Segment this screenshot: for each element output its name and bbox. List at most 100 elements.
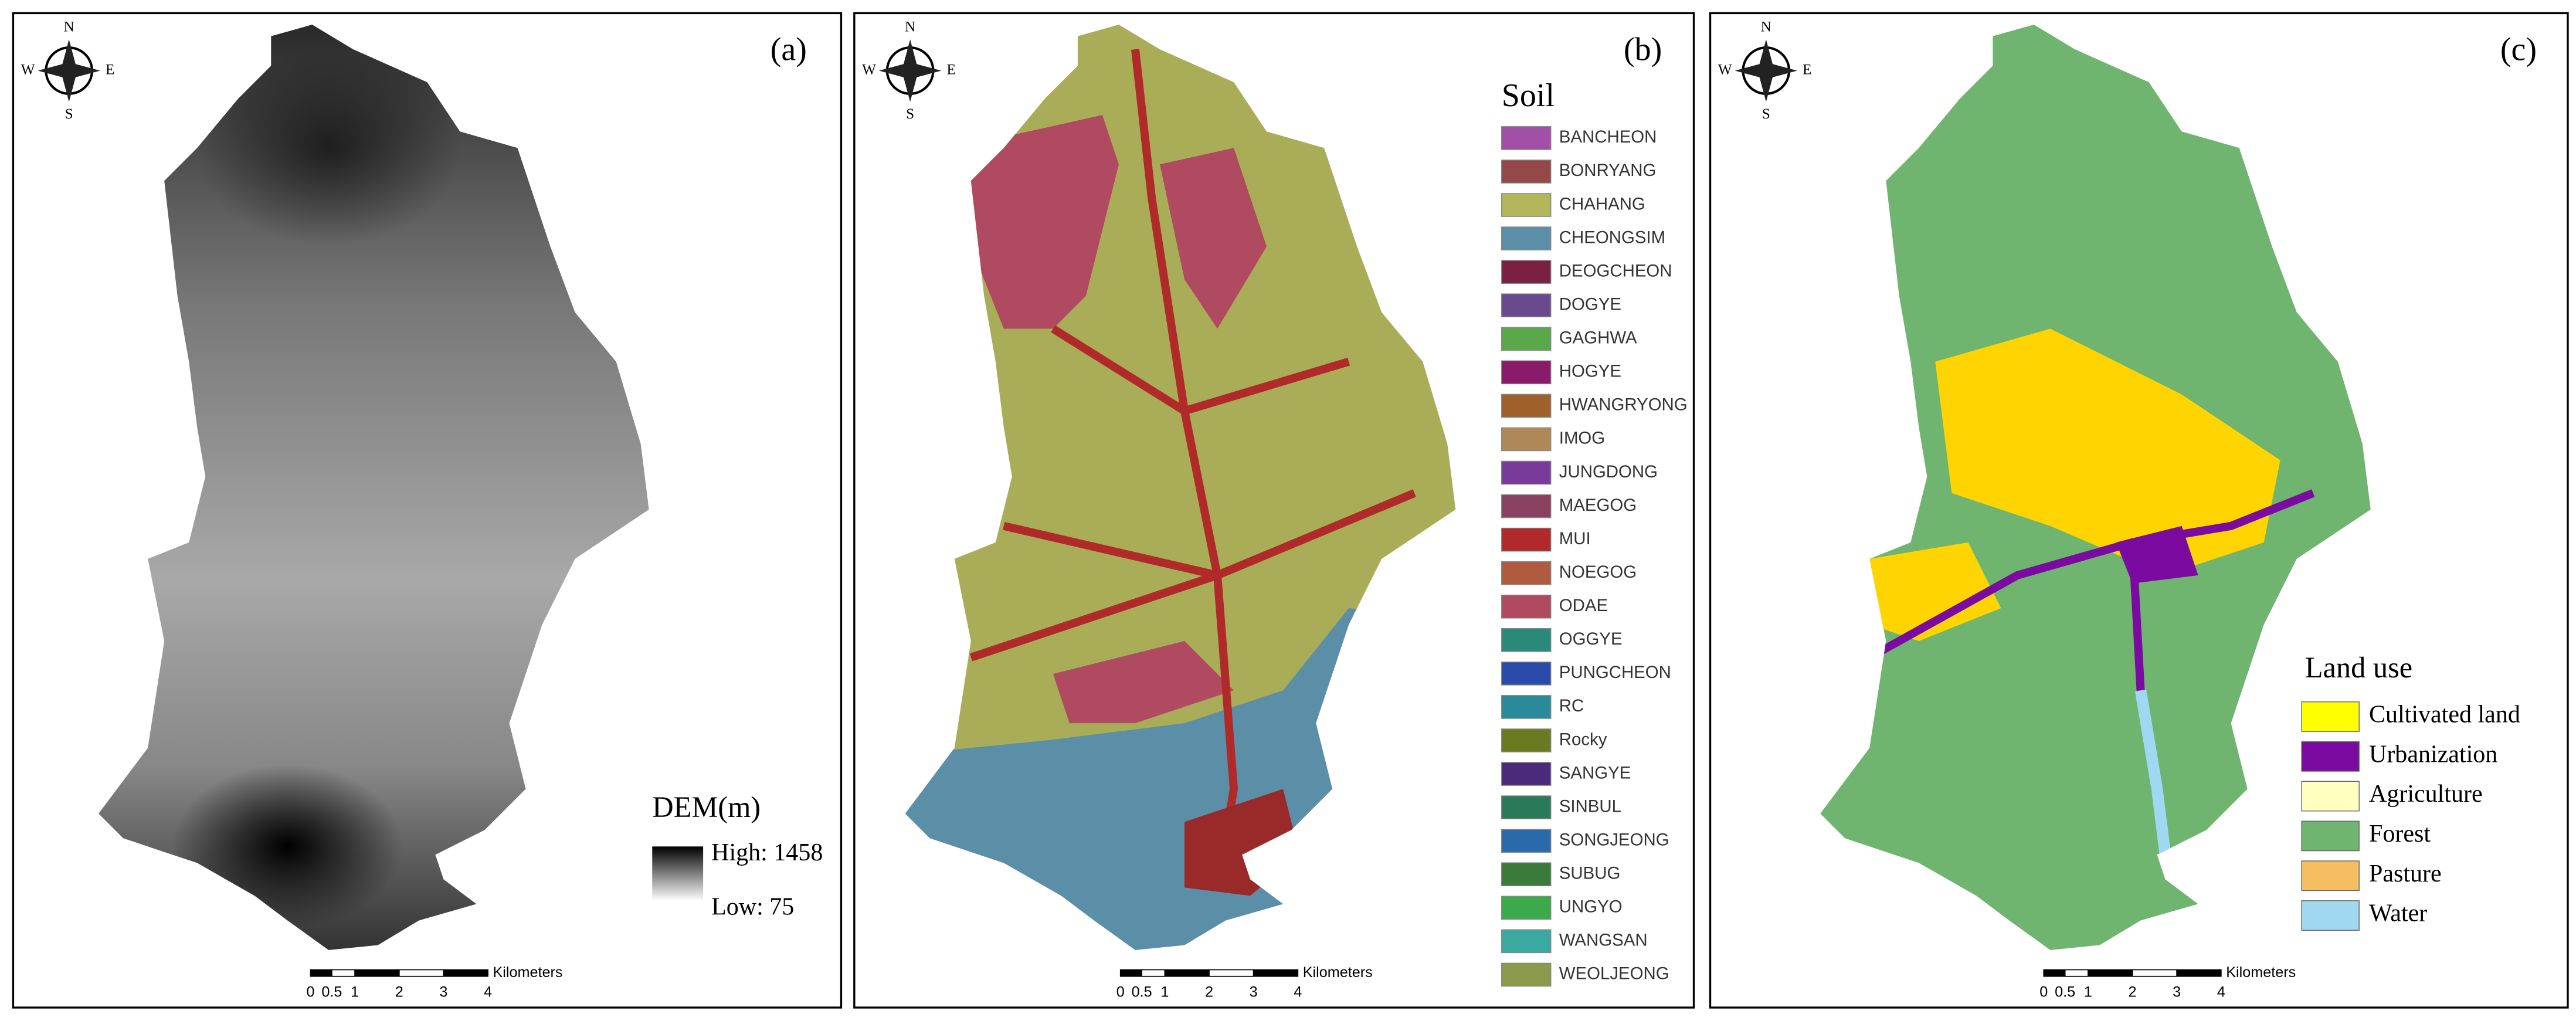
compass-n: N bbox=[64, 19, 74, 35]
compass-e: E bbox=[946, 62, 955, 77]
legend-swatch bbox=[1501, 561, 1552, 585]
frames bbox=[12, 12, 2569, 1009]
panel-label: (a) bbox=[771, 32, 807, 68]
scale-label: 0 bbox=[306, 984, 314, 1000]
legend-entry: HOGYE bbox=[1559, 362, 1621, 381]
compass-n: N bbox=[1761, 19, 1771, 35]
compass-e: E bbox=[106, 62, 114, 77]
legend-entry: MUI bbox=[1559, 529, 1591, 548]
legend-entry: Water bbox=[2369, 900, 2427, 927]
legend-entry: Forest bbox=[2369, 820, 2431, 847]
scale-label: 2 bbox=[395, 984, 403, 1000]
legend-swatch bbox=[1501, 762, 1552, 786]
scale-label: 4 bbox=[1294, 984, 1302, 1000]
scale-segment bbox=[2176, 969, 2222, 977]
legend-swatch bbox=[1501, 728, 1552, 752]
scale-label: 4 bbox=[2217, 984, 2225, 1000]
legend-title: Land use bbox=[2305, 651, 2412, 684]
compass-star bbox=[1735, 39, 1798, 102]
legend-swatch bbox=[1501, 962, 1552, 987]
scale-segment bbox=[2043, 969, 2066, 977]
legend-low: Low: 75 bbox=[711, 893, 794, 920]
legend-swatch bbox=[1501, 327, 1552, 351]
legend-swatch bbox=[1501, 360, 1552, 385]
legend-swatch bbox=[1501, 662, 1552, 686]
landuse-map bbox=[1820, 25, 2371, 950]
legend-swatch bbox=[1501, 929, 1552, 954]
legend-entry: Agriculture bbox=[2369, 781, 2483, 808]
scale-segment bbox=[1141, 969, 1166, 977]
legend-entry: JUNGDONG bbox=[1559, 462, 1658, 482]
legend-swatch bbox=[2301, 900, 2360, 931]
scale-label: 0 bbox=[1116, 984, 1125, 1000]
compass-w: W bbox=[21, 62, 35, 77]
legend-swatch bbox=[1501, 862, 1552, 887]
scale-segment bbox=[443, 969, 488, 977]
scale-segment bbox=[2064, 969, 2089, 977]
legend-entry: UNGYO bbox=[1559, 897, 1623, 917]
legend-entry: GAGHWA bbox=[1559, 328, 1637, 348]
legend-swatch bbox=[1501, 527, 1552, 552]
legend-entry: IMOG bbox=[1559, 429, 1605, 448]
scale-label: 3 bbox=[1250, 984, 1258, 1000]
scale-segment bbox=[1253, 969, 1299, 977]
legend-swatch bbox=[1501, 628, 1552, 652]
scale-segment bbox=[354, 969, 400, 977]
legend-swatch bbox=[1501, 427, 1552, 452]
legend-entry: RC bbox=[1559, 696, 1584, 716]
scale-segment bbox=[398, 969, 444, 977]
legend-entry: SONGJEONG bbox=[1559, 830, 1669, 849]
legend-entry: BONRYANG bbox=[1559, 161, 1657, 180]
soil-map bbox=[905, 25, 1456, 950]
compass-s: S bbox=[65, 106, 73, 122]
legend-entry: CHEONGSIM bbox=[1559, 228, 1665, 247]
legend-entry: MAEGOG bbox=[1559, 496, 1637, 515]
legend-entry: CHAHANG bbox=[1559, 194, 1645, 213]
scale-label: 1 bbox=[351, 984, 359, 1000]
scale-label: 2 bbox=[2129, 984, 2137, 1000]
panel-label: (c) bbox=[2500, 32, 2537, 68]
legend-swatch bbox=[1501, 160, 1552, 184]
legend-swatch bbox=[1501, 126, 1552, 150]
legend-entry: WEOLJEONG bbox=[1559, 964, 1669, 984]
legend-entry: DOGYE bbox=[1559, 294, 1621, 314]
scale-unit: Kilometers bbox=[493, 964, 562, 981]
legend-entry: SANGYE bbox=[1559, 763, 1631, 782]
legend-title: DEM(m) bbox=[652, 791, 761, 823]
scale-unit: Kilometers bbox=[2226, 964, 2296, 981]
legend-swatch bbox=[2301, 781, 2360, 812]
scale-label: 0.5 bbox=[321, 984, 342, 1000]
scale-segment bbox=[2088, 969, 2133, 977]
scale-segment bbox=[1209, 969, 1254, 977]
legend-entry: BANCHEON bbox=[1559, 127, 1657, 147]
legend-swatch bbox=[2301, 741, 2360, 772]
legend-swatch bbox=[1501, 226, 1552, 250]
legend-swatch bbox=[1501, 594, 1552, 619]
compass-e: E bbox=[1803, 62, 1811, 77]
legend-swatch bbox=[1501, 795, 1552, 819]
legend-swatch bbox=[2301, 701, 2360, 732]
legend-swatch bbox=[1501, 896, 1552, 920]
legend-high: High: 1458 bbox=[711, 839, 823, 866]
legend-entry: DEOGCHEON bbox=[1559, 261, 1672, 280]
compass-w: W bbox=[862, 62, 876, 77]
scale-segment bbox=[2132, 969, 2178, 977]
legend-entry: WANGSAN bbox=[1559, 931, 1648, 950]
legend-entry: Cultivated land bbox=[2369, 701, 2520, 728]
legend-entry: HWANGRYONG bbox=[1559, 395, 1688, 415]
scale-label: 1 bbox=[2084, 984, 2092, 1000]
scale-label: 4 bbox=[484, 984, 492, 1000]
legend-swatch bbox=[2301, 860, 2360, 891]
panel-label: (b) bbox=[1624, 32, 1662, 68]
scale-segment bbox=[331, 969, 355, 977]
legend-entry: Rocky bbox=[1559, 730, 1607, 749]
legend-title: Soil bbox=[1502, 77, 1555, 114]
scale-label: 0 bbox=[2039, 984, 2048, 1000]
compass-star bbox=[38, 39, 100, 102]
legend-swatch bbox=[1501, 293, 1552, 318]
legend-entry: ODAE bbox=[1559, 596, 1608, 615]
legend-swatch bbox=[1501, 193, 1552, 217]
compass-star bbox=[878, 39, 942, 102]
